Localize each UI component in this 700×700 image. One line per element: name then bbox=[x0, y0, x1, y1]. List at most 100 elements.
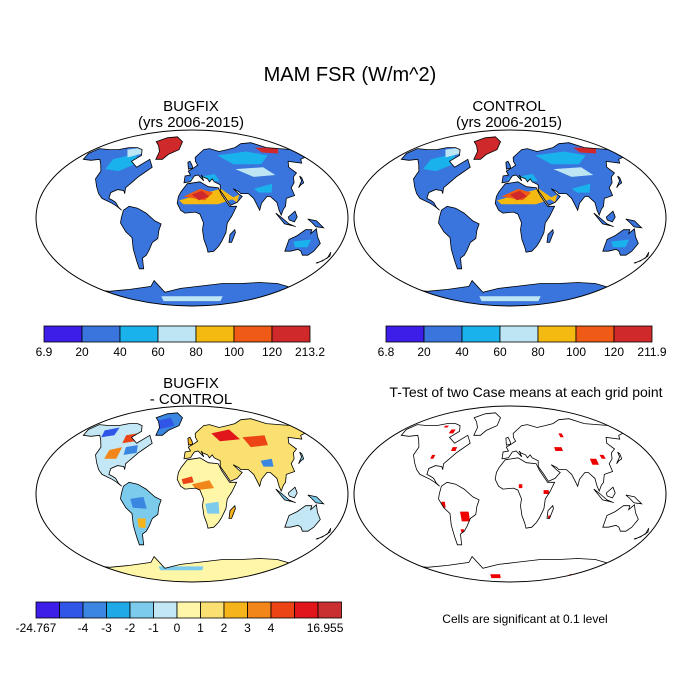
colorbar-label: -3 bbox=[101, 621, 112, 635]
colorbar-label: -2 bbox=[125, 621, 136, 635]
colorbar-box bbox=[294, 601, 319, 619]
land-newguinea bbox=[625, 219, 642, 228]
ocean-background bbox=[354, 406, 666, 582]
coastline-indonesia bbox=[593, 212, 614, 228]
colorbar-box bbox=[82, 601, 107, 619]
field-patch bbox=[230, 194, 240, 203]
significant-cell bbox=[543, 490, 549, 494]
land-greenland bbox=[473, 136, 501, 160]
coastline-australia bbox=[602, 228, 639, 256]
colorbar-label: 60 bbox=[493, 345, 507, 359]
coastline-madagascar bbox=[228, 504, 236, 519]
significant-cell bbox=[554, 447, 563, 451]
land-borneo bbox=[288, 211, 298, 222]
colorbar-box bbox=[153, 601, 178, 619]
coastline-borneo bbox=[287, 486, 298, 499]
colorbar-box bbox=[271, 325, 311, 343]
field-patch bbox=[423, 153, 456, 172]
colorbar-label: 60 bbox=[151, 345, 165, 359]
land-uk bbox=[187, 437, 193, 446]
coastline-newguinea bbox=[625, 494, 643, 505]
colorbar-box bbox=[385, 325, 425, 343]
colorbar-label: 213.2 bbox=[295, 345, 325, 359]
field-patch bbox=[205, 501, 220, 514]
panel-title-control: CONTROL (yrs 2006-2015) bbox=[352, 99, 666, 131]
land-madagascar bbox=[547, 229, 554, 243]
field-patch bbox=[192, 190, 209, 201]
land-australia bbox=[284, 504, 321, 532]
colorbar-label: -1 bbox=[148, 621, 159, 635]
colorbar-box bbox=[613, 325, 653, 343]
colorbar-label: 1 bbox=[197, 621, 204, 635]
colorbar-label: 40 bbox=[455, 345, 469, 359]
land-uk bbox=[187, 161, 193, 170]
coastline-japan bbox=[298, 451, 305, 464]
coastline-africa bbox=[494, 457, 556, 529]
coastline-southamerica bbox=[120, 205, 162, 270]
colorbar-box bbox=[129, 601, 154, 619]
colorbar-box bbox=[59, 601, 84, 619]
significant-cell bbox=[518, 484, 523, 489]
coastline-newzealand bbox=[315, 252, 332, 264]
land-southamerica bbox=[120, 206, 162, 269]
colorbar-box bbox=[35, 601, 60, 619]
field-patch bbox=[217, 151, 268, 165]
land-borneo bbox=[606, 211, 616, 222]
land-antarctica bbox=[408, 280, 612, 306]
coastline-indonesia bbox=[275, 488, 296, 504]
field-patch bbox=[445, 147, 462, 158]
land-africa bbox=[177, 457, 237, 529]
land-newguinea bbox=[307, 495, 324, 504]
significant-cell bbox=[430, 454, 436, 459]
figure-title: MAM FSR (W/m^2) bbox=[263, 64, 437, 86]
colorbar-label: 40 bbox=[113, 345, 127, 359]
colorbar-box bbox=[223, 601, 248, 619]
colorbar-box bbox=[423, 325, 463, 343]
coastline-africa bbox=[494, 181, 556, 253]
land-northamerica bbox=[401, 147, 471, 211]
map-diff bbox=[35, 405, 349, 583]
coastline-madagascar bbox=[546, 228, 554, 243]
coastline-uk bbox=[505, 436, 512, 446]
coastline-southamerica bbox=[120, 481, 162, 546]
significance-note: Cells are significant at 0.1 level bbox=[442, 612, 608, 626]
coastline-northamerica bbox=[400, 423, 471, 487]
coastline-northamerica bbox=[400, 147, 471, 211]
colorbar-label: 100 bbox=[566, 345, 586, 359]
colorbar-label: 6.8 bbox=[378, 345, 395, 359]
coastline-newguinea bbox=[307, 218, 325, 229]
coastline-eurasia bbox=[183, 142, 308, 217]
field-patch bbox=[293, 239, 312, 248]
land-antarctica bbox=[90, 280, 294, 306]
coastline-newzealand bbox=[315, 528, 332, 540]
colorbar-box bbox=[317, 601, 342, 619]
colorbar-box bbox=[200, 601, 225, 619]
panel-title-bugfix: BUGFIX (yrs 2006-2015) bbox=[34, 99, 348, 131]
panel-title-ttest-line1: T-Test of two Case means at each grid po… bbox=[389, 384, 663, 400]
coastline-madagascar bbox=[546, 504, 554, 519]
colorbar-box bbox=[537, 325, 577, 343]
coastline-japan bbox=[616, 175, 623, 188]
panel-title-control-line1: CONTROL bbox=[472, 98, 546, 115]
field-patch bbox=[571, 183, 591, 193]
colorbar-bugfix: 6.9 20 40 60 80 100 120 213.2 bbox=[34, 324, 344, 365]
colorbar-label: -24.767 bbox=[16, 621, 57, 635]
land-greenland bbox=[155, 136, 183, 160]
coastline-japan bbox=[298, 175, 305, 188]
field-patch bbox=[535, 151, 586, 165]
coastline-japan bbox=[616, 451, 623, 464]
map-control bbox=[353, 129, 667, 307]
colorbar-label: 211.9 bbox=[637, 345, 666, 359]
coastline-southamerica bbox=[438, 205, 480, 270]
field-patch bbox=[548, 194, 558, 203]
map-border bbox=[35, 405, 349, 583]
coastline-greenland bbox=[155, 412, 183, 436]
coastline-greenland bbox=[155, 136, 183, 160]
land-newguinea bbox=[307, 219, 324, 228]
field-patch bbox=[242, 435, 268, 448]
colorbar-box bbox=[575, 325, 615, 343]
field-patch bbox=[573, 147, 597, 154]
significant-cell bbox=[448, 429, 456, 434]
coastline-africa bbox=[176, 457, 238, 529]
coastline-borneo bbox=[605, 486, 616, 499]
